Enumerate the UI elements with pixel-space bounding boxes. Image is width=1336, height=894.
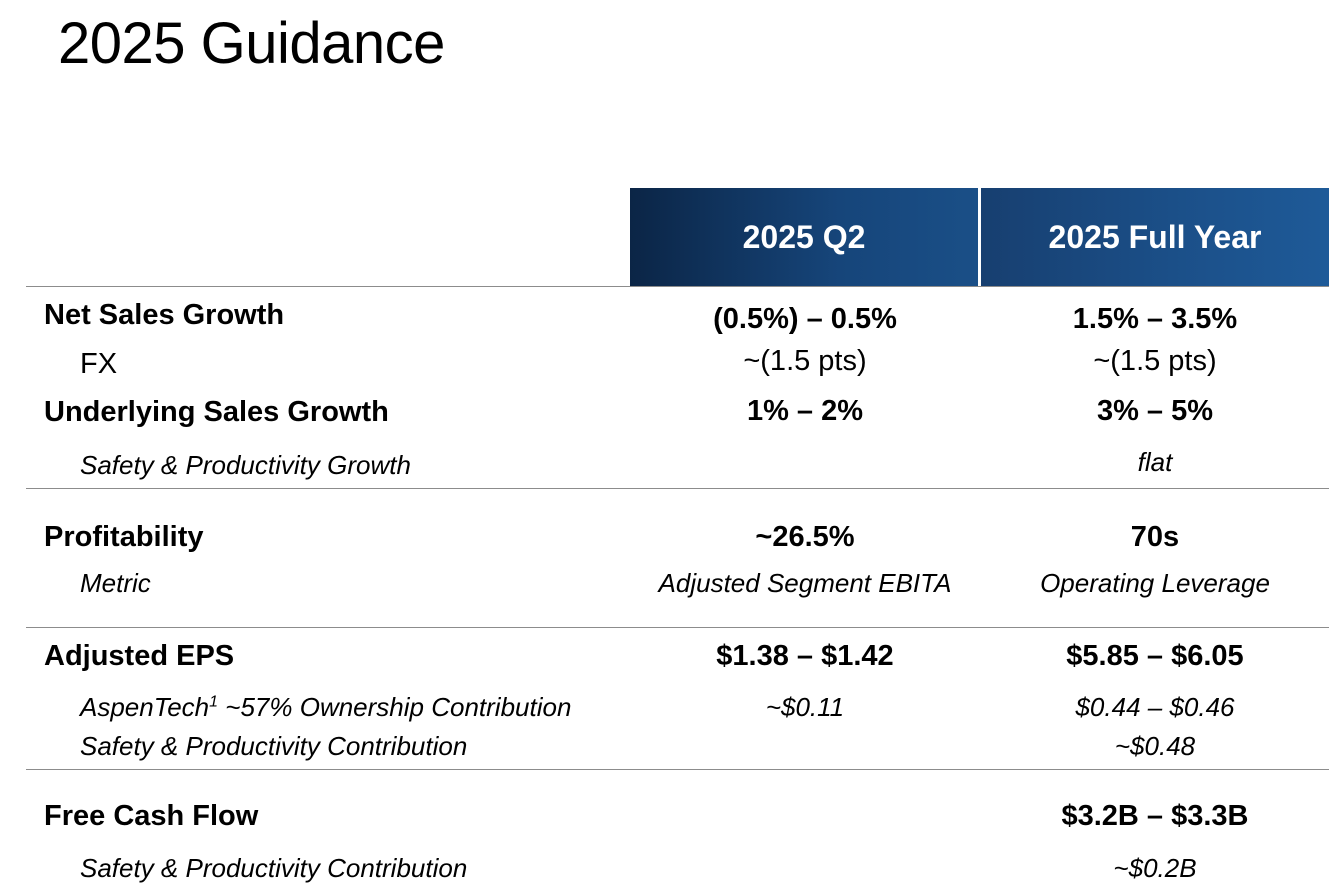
aspentech-ownership-text: ~57% Ownership Contribution: [218, 692, 572, 722]
row-label-fx: FX: [80, 348, 118, 380]
row-label-underlying-sales-growth: Underlying Sales Growth: [44, 396, 389, 428]
fy-value-metric: Operating Leverage: [1040, 568, 1270, 598]
fy-value-aspentech-contribution: $0.44 – $0.46: [1075, 692, 1235, 722]
page-title: 2025 Guidance: [58, 11, 445, 76]
footnote-marker: 1: [209, 693, 219, 711]
row-label-safety-productivity-eps-contribution: Safety & Productivity Contribution: [80, 731, 468, 761]
section-divider: [26, 286, 1329, 287]
row-label-metric: Metric: [80, 568, 151, 598]
fy-value-safety-productivity-fcf-contribution: ~$0.2B: [1113, 853, 1197, 883]
fy-value-net-sales-growth: 1.5% – 3.5%: [1072, 303, 1238, 335]
column-header-full-year: 2025 Full Year: [981, 188, 1329, 286]
q2-value-metric: Adjusted Segment EBITA: [658, 568, 952, 598]
fy-value-fx: ~(1.5 pts): [1093, 345, 1217, 377]
fy-value-safety-productivity-growth: flat: [1137, 447, 1173, 477]
q2-value-net-sales-growth: (0.5%) – 0.5%: [713, 303, 897, 335]
q2-value-fx: ~(1.5 pts): [743, 345, 867, 377]
section-divider: [26, 769, 1329, 770]
q2-value-aspentech-contribution: ~$0.11: [765, 692, 845, 722]
row-label-profitability: Profitability: [44, 521, 204, 553]
row-label-adjusted-eps: Adjusted EPS: [44, 640, 235, 672]
fy-value-underlying-sales-growth: 3% – 5%: [1096, 395, 1214, 427]
aspentech-name: AspenTech: [80, 692, 210, 722]
fy-value-safety-productivity-eps-contribution: ~$0.48: [1114, 731, 1196, 761]
row-label-free-cash-flow: Free Cash Flow: [44, 800, 259, 832]
q2-value-profitability: ~26.5%: [755, 521, 855, 553]
q2-value-underlying-sales-growth: 1% – 2%: [746, 395, 864, 427]
row-label-safety-productivity-growth: Safety & Productivity Growth: [80, 450, 411, 480]
column-header-q2-label: 2025 Q2: [742, 218, 866, 255]
fy-value-adjusted-eps: $5.85 – $6.05: [1066, 640, 1244, 672]
column-header-full-year-label: 2025 Full Year: [1048, 218, 1262, 255]
row-label-safety-productivity-fcf-contribution: Safety & Productivity Contribution: [80, 853, 468, 883]
section-divider: [26, 488, 1329, 489]
row-label-aspentech-contribution: AspenTech1 ~57% Ownership Contribution: [80, 691, 571, 723]
row-label-net-sales-growth: Net Sales Growth: [44, 299, 285, 331]
column-header-q2: 2025 Q2: [630, 188, 978, 286]
fy-value-free-cash-flow: $3.2B – $3.3B: [1061, 800, 1249, 832]
fy-value-profitability: 70s: [1130, 521, 1180, 553]
section-divider: [26, 627, 1329, 628]
q2-value-adjusted-eps: $1.38 – $1.42: [716, 640, 894, 672]
